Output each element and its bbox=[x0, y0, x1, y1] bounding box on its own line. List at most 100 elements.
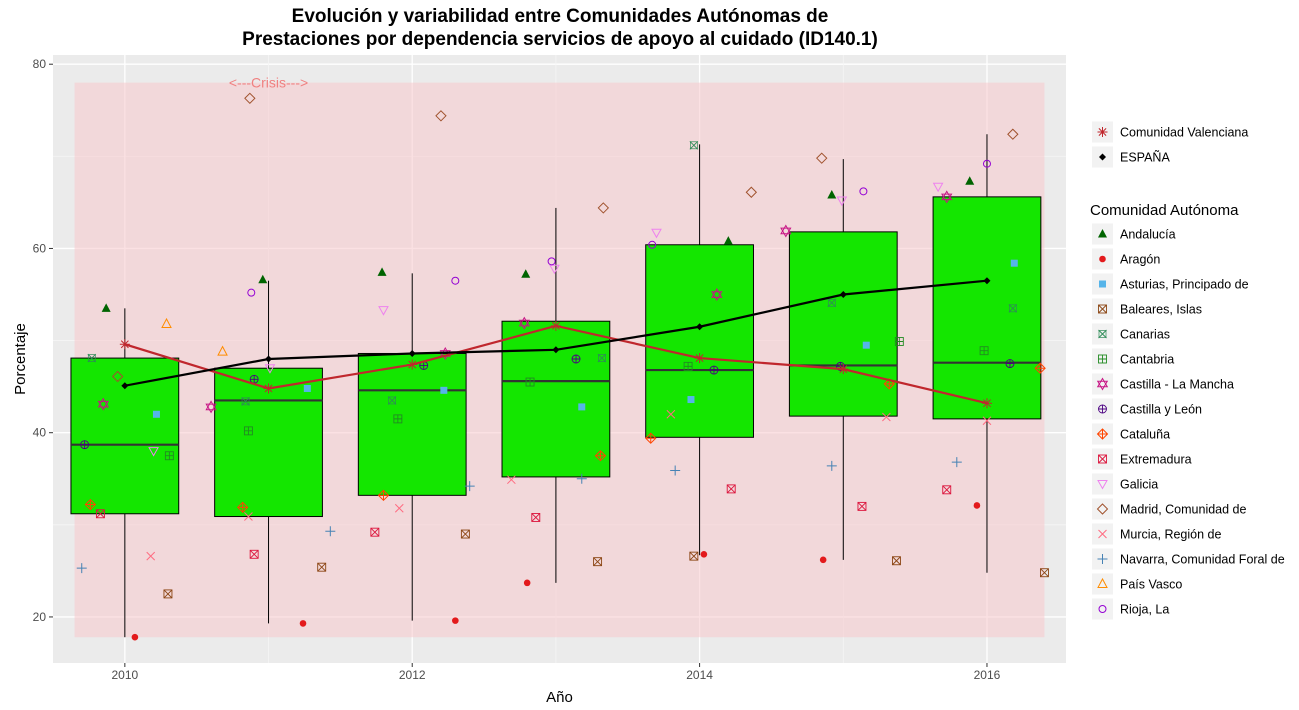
legend-label: País Vasco bbox=[1120, 578, 1182, 592]
legend-label: Castilla y León bbox=[1120, 403, 1202, 417]
legend-marker bbox=[1098, 529, 1107, 539]
series-point bbox=[839, 291, 847, 299]
data-point bbox=[723, 236, 733, 245]
legend-item: Navarra, Comunidad Foral de bbox=[1092, 548, 1285, 570]
data-point bbox=[549, 264, 560, 275]
legend-label: Asturias, Principado de bbox=[1120, 278, 1249, 292]
legend-title: Comunidad Autónoma bbox=[1090, 202, 1239, 219]
data-point bbox=[152, 410, 160, 418]
data-point bbox=[578, 403, 586, 411]
data-point bbox=[435, 110, 447, 122]
legend-item: Extremadura bbox=[1092, 448, 1192, 470]
data-point bbox=[780, 224, 792, 238]
data-point bbox=[101, 303, 111, 312]
data-point bbox=[95, 509, 105, 519]
data-point bbox=[87, 353, 97, 363]
data-point bbox=[827, 190, 837, 199]
legend-label: ESPAÑA bbox=[1120, 151, 1170, 165]
legend-marker bbox=[1097, 554, 1108, 564]
data-point bbox=[243, 426, 253, 436]
data-point bbox=[163, 589, 173, 599]
legend-key bbox=[1092, 373, 1113, 395]
data-point bbox=[982, 416, 992, 426]
legend-item: Galicia bbox=[1092, 473, 1158, 495]
data-point bbox=[241, 397, 250, 406]
data-point bbox=[965, 176, 975, 185]
data-point bbox=[645, 432, 657, 444]
data-point bbox=[836, 196, 848, 207]
data-point bbox=[161, 317, 172, 328]
legend-item: Castilla - La Mancha bbox=[1092, 373, 1234, 395]
data-point bbox=[377, 267, 387, 276]
legend-marker bbox=[1099, 280, 1106, 288]
legend-key bbox=[1092, 473, 1113, 495]
data-point bbox=[857, 501, 867, 511]
legend-item: País Vasco bbox=[1092, 573, 1182, 595]
legend-label: Andalucía bbox=[1120, 228, 1176, 242]
legend-key bbox=[1092, 498, 1113, 520]
data-point bbox=[891, 556, 901, 566]
data-point bbox=[816, 152, 828, 164]
series-point bbox=[552, 346, 560, 354]
legend-item: ESPAÑA bbox=[1092, 146, 1170, 168]
data-point bbox=[593, 557, 603, 567]
data-point bbox=[1010, 259, 1018, 267]
axes: 20 40 60 80 2010 2012 2014 2016 bbox=[33, 57, 1001, 682]
legend-label: Aragón bbox=[1120, 253, 1160, 267]
data-point bbox=[576, 473, 587, 484]
data-point bbox=[894, 337, 904, 346]
legend-item: Asturias, Principado de bbox=[1092, 273, 1249, 295]
legend-marker bbox=[1098, 454, 1107, 464]
series-point bbox=[981, 398, 992, 409]
legend-label: Canarias bbox=[1120, 328, 1170, 342]
legend-label: Rioja, La bbox=[1120, 603, 1169, 617]
data-point bbox=[76, 563, 87, 574]
legend-item: Canarias bbox=[1092, 323, 1170, 345]
legend-label: Galicia bbox=[1120, 478, 1158, 492]
data-point bbox=[882, 412, 891, 422]
legend-marker bbox=[1099, 255, 1106, 263]
data-point bbox=[148, 447, 159, 457]
series-point bbox=[983, 277, 991, 285]
data-point bbox=[670, 465, 681, 476]
box-iqr bbox=[645, 244, 754, 438]
series-point bbox=[550, 320, 561, 331]
legend-label: Madrid, Comunidad de bbox=[1120, 503, 1247, 517]
data-point bbox=[523, 579, 531, 587]
data-point bbox=[571, 354, 581, 364]
legend-label: Extremadura bbox=[1120, 453, 1192, 467]
data-point bbox=[84, 498, 97, 511]
chart-title-line1: Evolución y variabilidad entre Comunidad… bbox=[292, 6, 829, 27]
data-point bbox=[146, 551, 156, 561]
legend-item: Cataluña bbox=[1092, 423, 1170, 445]
series-point bbox=[696, 323, 704, 331]
series-point bbox=[407, 359, 418, 370]
legend-item: Andalucía bbox=[1092, 223, 1176, 245]
legend-label: Cataluña bbox=[1120, 428, 1170, 442]
data-point bbox=[518, 316, 530, 330]
lines-layer bbox=[119, 277, 992, 409]
legend: Comunidad Valenciana ESPAÑA Comunidad Autó… bbox=[1090, 121, 1285, 620]
legend-label: Baleares, Islas bbox=[1120, 303, 1202, 317]
data-point bbox=[726, 484, 736, 494]
legend-marker bbox=[1098, 404, 1107, 414]
legend-item: Madrid, Comunidad de bbox=[1092, 498, 1247, 520]
data-point bbox=[451, 276, 460, 285]
legend-key bbox=[1092, 598, 1113, 620]
box-2012 bbox=[357, 273, 467, 621]
legend-marker bbox=[1098, 229, 1107, 238]
data-point bbox=[951, 457, 962, 468]
data-point bbox=[507, 475, 516, 485]
legend-item: Castilla y León bbox=[1092, 398, 1202, 420]
legend-label: Castilla - La Mancha bbox=[1120, 378, 1234, 392]
data-point bbox=[1005, 359, 1015, 369]
legend-item: Murcia, Región de bbox=[1092, 523, 1221, 545]
data-point bbox=[205, 400, 217, 414]
data-point bbox=[689, 551, 699, 561]
data-point bbox=[258, 274, 268, 284]
data-point bbox=[325, 526, 336, 537]
data-point bbox=[303, 384, 311, 392]
data-point bbox=[651, 228, 662, 239]
box-2014 bbox=[645, 144, 754, 556]
